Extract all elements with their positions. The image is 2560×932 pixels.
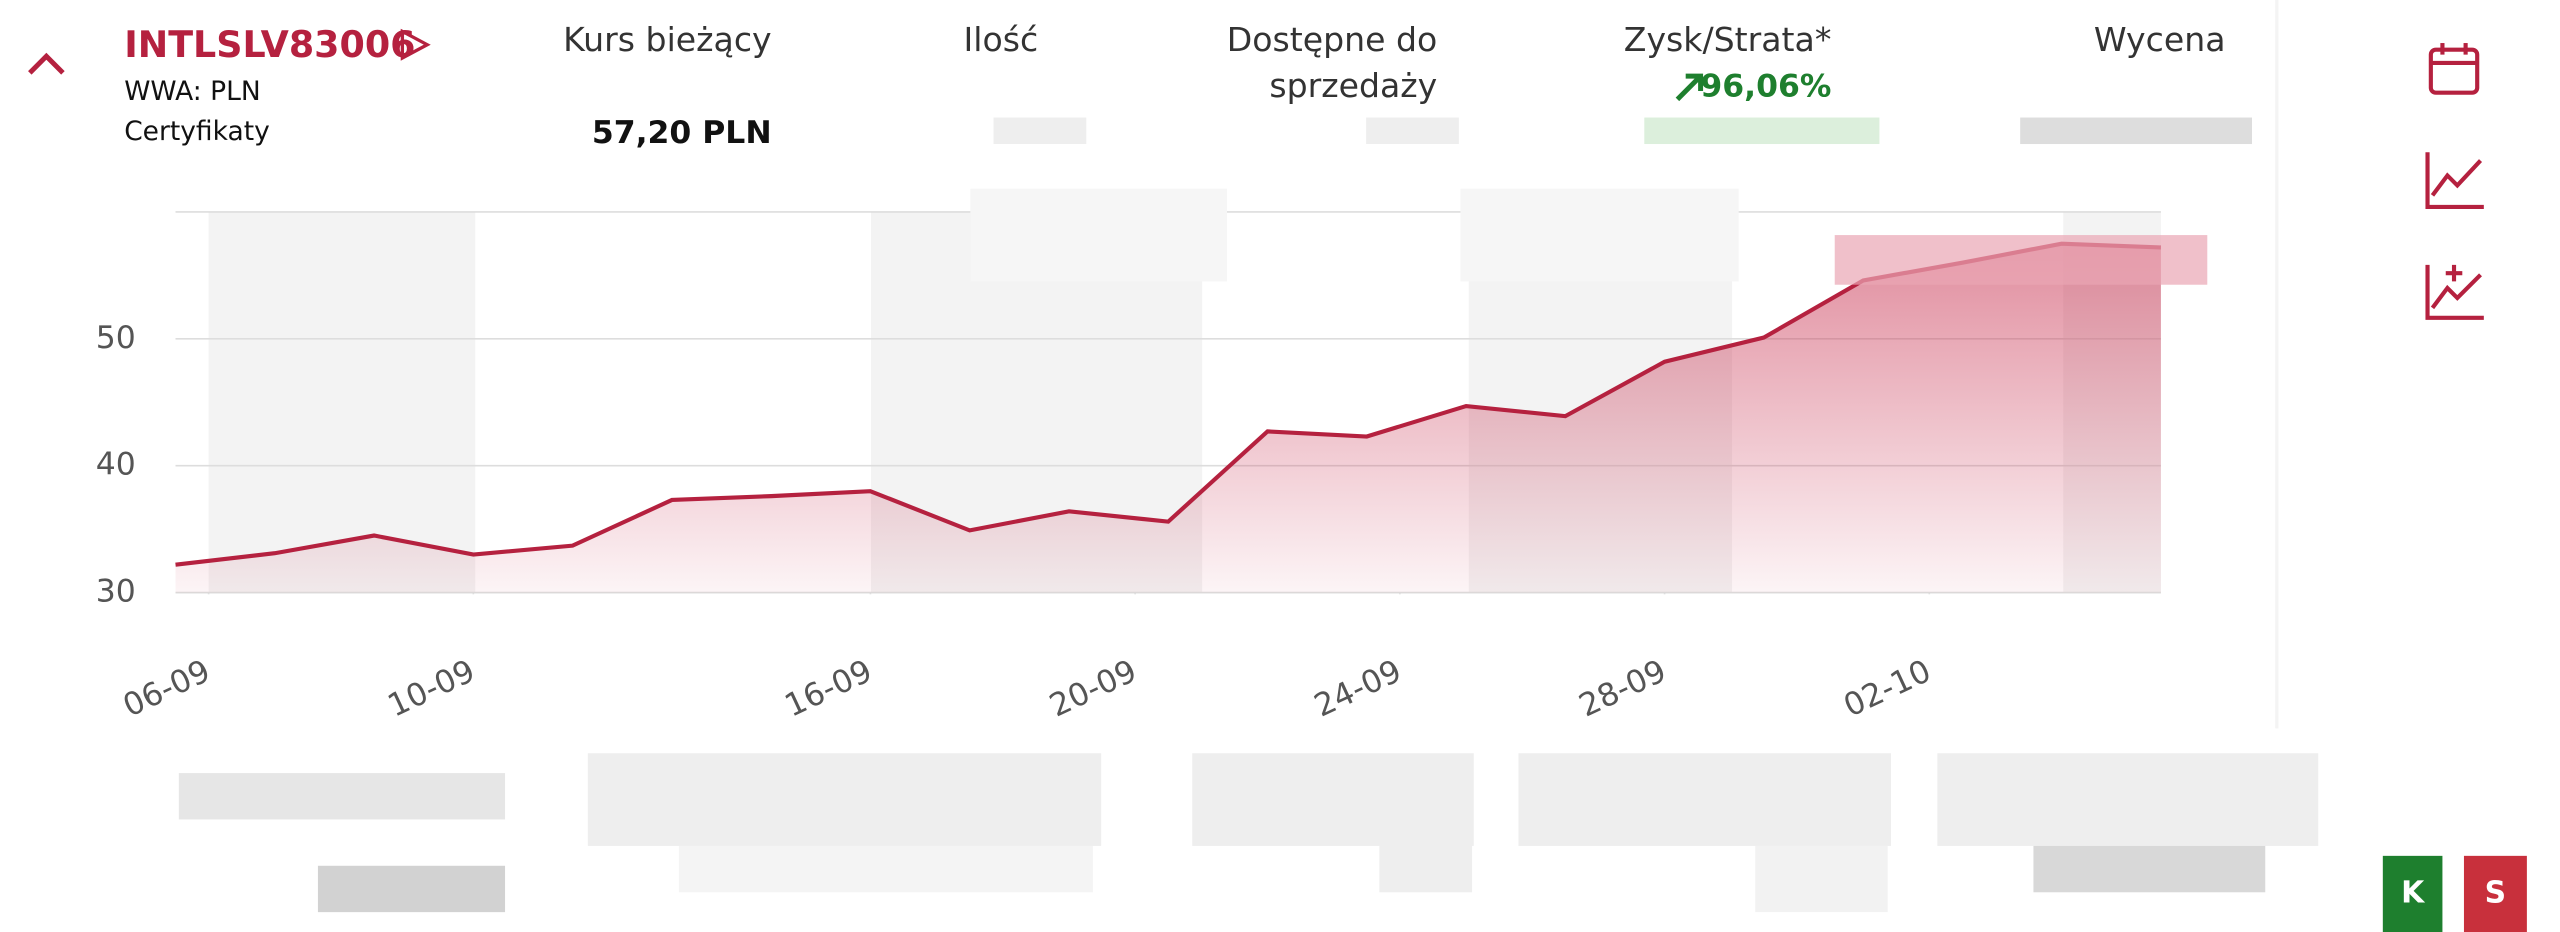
area [175,243,2161,593]
compare-icon[interactable] [2425,264,2484,320]
available-label: sprzedaży [1269,66,1437,105]
calendar-icon[interactable] [2428,43,2480,95]
blurred-overlay [970,188,2208,285]
x-tick-label: 20-09 [1044,653,1142,724]
y-tick-label: 40 [96,447,136,483]
pnl-label: Zysk/Strata* [1624,20,1832,59]
x-tick-label: 28-09 [1574,653,1672,724]
symbol[interactable]: INTLSLV83006 [124,23,415,66]
collapse-icon[interactable] [28,52,65,75]
play-icon[interactable] [400,28,431,61]
sell-label[interactable]: S [2485,875,2506,910]
chart-icon[interactable] [2425,152,2484,209]
available-label: Dostępne do [1227,20,1438,59]
x-tick-label: 06-09 [118,653,216,724]
y-tick-label: 30 [96,574,136,610]
x-tick-label: 24-09 [1309,653,1407,724]
x-tick-label: 16-09 [780,653,878,724]
divider [2275,0,2279,729]
buy-button[interactable] [2382,855,2443,932]
up-arrow [1675,73,1704,102]
x-tick-label: 10-09 [382,653,480,724]
buy-label[interactable]: K [2401,875,2425,910]
line [175,241,2162,567]
pnl: 96,06% [1700,69,1831,105]
category: Certyfikaty [124,116,270,147]
blurred-values [178,117,2319,913]
sell-button[interactable] [2463,855,2527,932]
quantity-label: Ilość [964,20,1039,59]
y-tick-label: 50 [96,320,136,356]
x-tick-label: 02-10 [1838,653,1936,724]
price: 57,20 PLN [592,115,772,151]
sidebar [2278,0,2560,932]
market: WWA: PLN [124,76,260,107]
valuation-label: Wycena [2094,20,2226,59]
price-label: Kurs bieżący [563,20,772,59]
